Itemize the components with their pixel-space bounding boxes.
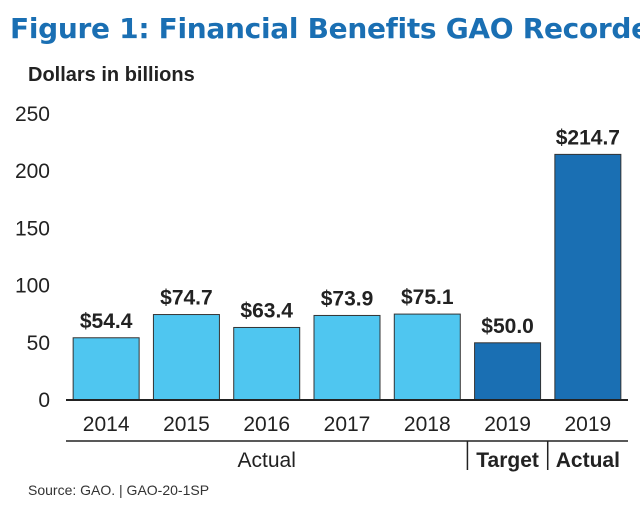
group-label: Actual: [238, 449, 296, 472]
x-tick-label: 2014: [83, 413, 130, 436]
bar-value-label: $54.4: [80, 310, 133, 333]
bar: [313, 314, 381, 401]
y-tick-label: 100: [15, 275, 50, 298]
bar: [554, 153, 622, 401]
bar: [393, 313, 461, 401]
source-note: Source: GAO. | GAO-20-1SP: [28, 482, 210, 498]
y-tick-label: 50: [27, 332, 50, 355]
bar: [474, 342, 542, 401]
group-label: Target: [476, 449, 539, 472]
x-tick-label: 2016: [243, 413, 290, 436]
chart-title: Figure 1: Financial Benefits GAO Recorde…: [10, 12, 640, 45]
bar-value-label: $74.7: [160, 287, 213, 310]
bar: [72, 337, 140, 401]
bar-chart: 0 50 100 150 200 250 $54.4 2014 $74.7 2015 $63.4 20…: [15, 103, 628, 472]
bar-value-label: $50.0: [481, 315, 534, 338]
y-tick-label: 200: [15, 160, 50, 183]
y-tick-label: 150: [15, 217, 50, 240]
bar-value-label: $73.9: [321, 287, 374, 310]
group-label: Actual: [556, 449, 620, 472]
y-axis-label: Dollars in billions: [28, 64, 195, 86]
y-tick-label: 250: [15, 103, 50, 126]
x-tick-label: 2019: [564, 413, 611, 436]
bar-value-label: $63.4: [240, 299, 293, 322]
bar: [152, 314, 220, 401]
x-tick-label: 2017: [324, 413, 371, 436]
x-tick-label: 2018: [404, 413, 451, 436]
x-tick-label: 2015: [163, 413, 210, 436]
bar-value-label: $75.1: [401, 286, 454, 309]
y-tick-label: 0: [38, 389, 50, 412]
bar-value-label: $214.7: [556, 126, 620, 149]
bar: [233, 326, 301, 401]
x-tick-label: 2019: [484, 413, 531, 436]
